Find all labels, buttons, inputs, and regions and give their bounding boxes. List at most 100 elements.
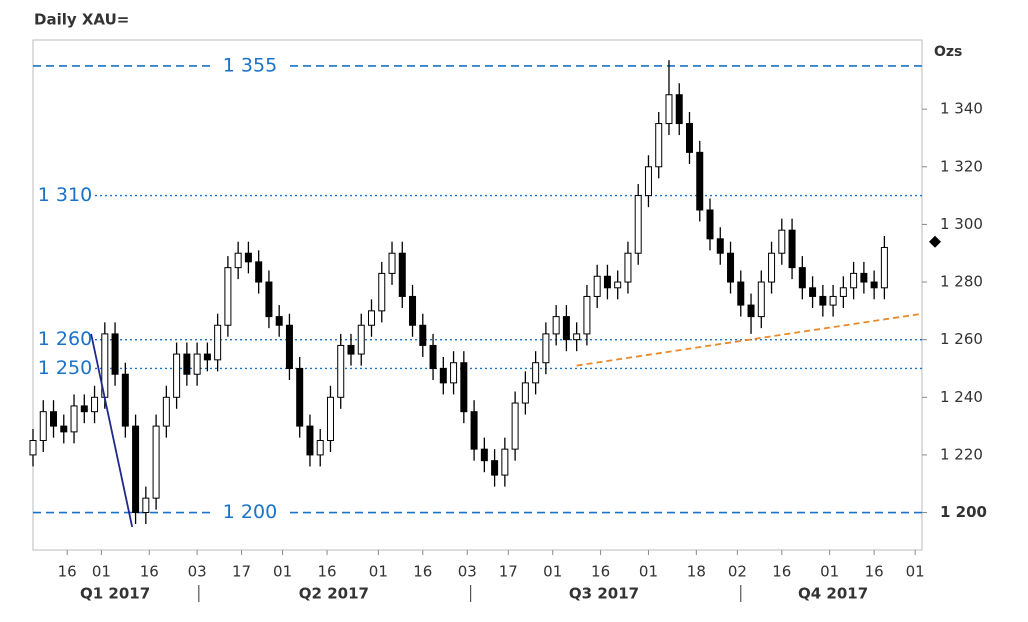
candle-body — [132, 425, 140, 514]
candle-body — [368, 310, 376, 326]
candle-body — [839, 287, 847, 297]
x-tick-label: 01 — [906, 563, 925, 581]
candle-body — [542, 333, 550, 364]
x-tick-label: 17 — [232, 563, 251, 581]
candle-body — [768, 252, 776, 283]
candle-body — [244, 252, 252, 263]
candle-body — [880, 246, 888, 289]
y-tick-label: 1 260 — [940, 330, 983, 348]
candle-body — [634, 195, 642, 254]
candle-body — [480, 448, 488, 462]
candle-body — [214, 324, 222, 361]
candle-body — [234, 252, 242, 269]
candle-body — [511, 402, 519, 450]
x-tick-label: 16 — [413, 563, 432, 581]
candle-body — [665, 94, 673, 125]
candle-body — [603, 275, 611, 289]
candle-body — [29, 440, 37, 456]
x-tick-label: 03 — [188, 563, 207, 581]
plot-frame — [32, 39, 923, 551]
candle-body — [357, 324, 365, 355]
x-tick-label: 16 — [591, 563, 610, 581]
candle-body — [347, 344, 355, 355]
level-label: 1 200 — [223, 501, 277, 523]
x-tick-label: 01 — [273, 563, 292, 581]
candle-body — [255, 261, 263, 283]
candle-body — [173, 353, 181, 398]
candle-body — [757, 281, 765, 318]
quarter-label: Q2 2017 — [299, 585, 369, 603]
candle-body — [552, 316, 560, 335]
candle-body — [265, 281, 273, 318]
candle-body — [470, 411, 478, 450]
x-tick-label: 02 — [728, 563, 747, 581]
candle-body — [296, 367, 304, 427]
candle-body — [378, 272, 386, 312]
candle-body — [655, 123, 663, 168]
last-value-marker — [929, 235, 941, 248]
candle-body — [562, 316, 570, 341]
x-tick-label: 01 — [369, 563, 388, 581]
candle-body — [737, 281, 745, 306]
quarter-label: Q4 2017 — [798, 585, 868, 603]
x-tick-label: 16 — [865, 563, 884, 581]
candle-body — [583, 295, 591, 335]
x-tick-label: 18 — [687, 563, 706, 581]
quarter-label: Q3 2017 — [569, 585, 639, 603]
candle-body — [91, 396, 99, 413]
candle-body — [532, 362, 540, 384]
x-tick-label: 16 — [58, 563, 77, 581]
x-tick-label: 16 — [772, 563, 791, 581]
x-tick-label: 01 — [820, 563, 839, 581]
candle-body — [121, 373, 129, 427]
candle-body — [819, 295, 827, 306]
candle-body — [706, 209, 714, 240]
candle-body — [193, 353, 201, 375]
candle-body — [337, 344, 345, 398]
candle-body — [203, 353, 211, 361]
candle-body — [850, 272, 858, 289]
x-tick-label: 01 — [639, 563, 658, 581]
candle-body — [870, 281, 878, 289]
candle-body — [429, 344, 437, 369]
x-tick-label: 17 — [499, 563, 518, 581]
candle-body — [316, 440, 324, 456]
candle-body — [614, 281, 622, 289]
candle-body — [727, 252, 735, 283]
candle-body — [388, 252, 396, 274]
candle-body — [624, 252, 632, 283]
y-tick-label: 1 280 — [940, 273, 983, 291]
trendline — [90, 333, 134, 528]
candle-body — [788, 229, 796, 269]
candle-body — [747, 304, 755, 318]
candle-body — [521, 382, 529, 404]
candle-body — [80, 405, 88, 413]
candle-body — [450, 362, 458, 384]
candle-body — [809, 287, 817, 297]
candle-body — [460, 362, 468, 413]
candle-body — [491, 460, 499, 476]
candle-body — [860, 272, 868, 283]
candle-body — [398, 252, 406, 297]
candle-body — [183, 353, 191, 375]
x-tick-label: 01 — [543, 563, 562, 581]
chart-title: Daily XAU= — [34, 11, 129, 29]
candle-body — [142, 497, 150, 514]
x-tick-label: 16 — [140, 563, 159, 581]
candle-body — [419, 324, 427, 346]
candle-body — [439, 367, 447, 384]
x-tick-label: 03 — [458, 563, 477, 581]
candle-body — [798, 267, 806, 289]
level-label: 1 260 — [38, 328, 92, 350]
candle-body — [685, 123, 693, 153]
candle-body — [70, 405, 78, 433]
trendline — [576, 312, 923, 367]
y-tick-label: 1 300 — [940, 215, 983, 233]
candle-body — [593, 275, 601, 297]
level-label: 1 310 — [38, 184, 92, 206]
candle-body — [573, 333, 581, 341]
y-unit: Ozs — [934, 44, 962, 60]
candle-body — [275, 316, 283, 326]
candle-body — [326, 396, 334, 442]
candle-body — [224, 267, 232, 326]
